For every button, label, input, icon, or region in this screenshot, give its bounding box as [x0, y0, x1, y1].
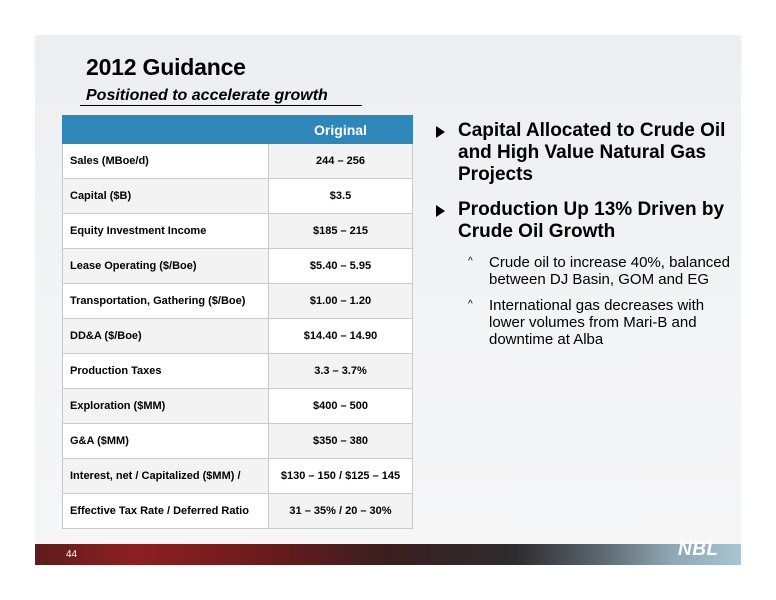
table-row: Lease Operating ($/Boe) $5.40 – 5.95	[62, 248, 413, 284]
table-row: DD&A ($/Boe) $14.40 – 14.90	[62, 318, 413, 354]
row-label: Capital ($B)	[62, 178, 269, 214]
row-value: $5.40 – 5.95	[268, 248, 413, 284]
table-row: G&A ($MM) $350 – 380	[62, 423, 413, 459]
sub-bullet-list: ^ Crude oil to increase 40%, balanced be…	[434, 254, 734, 348]
guidance-table: Original Sales (MBoe/d) 244 – 256 Capital…	[62, 115, 413, 529]
row-value: $350 – 380	[268, 423, 413, 459]
table-row: Effective Tax Rate / Deferred Ratio 31 – …	[62, 493, 413, 529]
table-row: Equity Investment Income $185 – 215	[62, 213, 413, 249]
table-row: Capital ($B) $3.5	[62, 178, 413, 214]
footer-bar	[35, 544, 741, 565]
table-header-original: Original	[268, 115, 413, 144]
subtitle-underline	[80, 105, 362, 106]
table-row: Exploration ($MM) $400 – 500	[62, 388, 413, 424]
triangle-right-icon	[436, 205, 445, 217]
row-value: $3.5	[268, 178, 413, 214]
row-label: Interest, net / Capitalized ($MM) /	[62, 458, 269, 494]
row-value: 31 – 35% / 20 – 30%	[268, 493, 413, 529]
table-row: Sales (MBoe/d) 244 – 256	[62, 143, 413, 179]
bullet-production: Production Up 13% Driven by Crude Oil Gr…	[434, 199, 734, 243]
row-label: Production Taxes	[62, 353, 269, 389]
slide-title: 2012 Guidance	[86, 54, 246, 80]
row-label: Equity Investment Income	[62, 213, 269, 249]
row-label: Exploration ($MM)	[62, 388, 269, 424]
row-value: $400 – 500	[268, 388, 413, 424]
row-value: $14.40 – 14.90	[268, 318, 413, 354]
table-header-row: Original	[62, 115, 413, 144]
caret-up-icon: ^	[468, 256, 473, 267]
row-label: Lease Operating ($/Boe)	[62, 248, 269, 284]
table-header-blank	[62, 115, 269, 144]
sub-bullet-international-gas: ^ International gas decreases with lower…	[434, 297, 734, 348]
row-label: Transportation, Gathering ($/Boe)	[62, 283, 269, 319]
bullet-list: Capital Allocated to Crude Oil and High …	[434, 120, 734, 357]
row-value: 3.3 – 3.7%	[268, 353, 413, 389]
table-row: Transportation, Gathering ($/Boe) $1.00 –…	[62, 283, 413, 319]
slide-subtitle: Positioned to accelerate growth	[86, 87, 328, 104]
bullet-text: Capital Allocated to Crude Oil and High …	[458, 120, 726, 185]
sub-bullet-crude-oil: ^ Crude oil to increase 40%, balanced be…	[434, 254, 734, 288]
bullet-capital: Capital Allocated to Crude Oil and High …	[434, 120, 734, 186]
sub-bullet-text: Crude oil to increase 40%, balanced betw…	[489, 254, 730, 288]
triangle-right-icon	[436, 126, 445, 138]
row-value: $1.00 – 1.20	[268, 283, 413, 319]
page-number: 44	[66, 549, 78, 560]
row-value: $130 – 150 / $125 – 145	[268, 458, 413, 494]
table-row: Interest, net / Capitalized ($MM) / $130 …	[62, 458, 413, 494]
bullet-text: Production Up 13% Driven by Crude Oil Gr…	[458, 199, 725, 242]
row-label: DD&A ($/Boe)	[62, 318, 269, 354]
caret-up-icon: ^	[468, 299, 473, 310]
row-value: 244 – 256	[268, 143, 413, 179]
sub-bullet-text: International gas decreases with lower v…	[489, 297, 705, 348]
company-logo: NBL	[678, 539, 719, 560]
table-row: Production Taxes 3.3 – 3.7%	[62, 353, 413, 389]
row-label: G&A ($MM)	[62, 423, 269, 459]
row-label: Effective Tax Rate / Deferred Ratio	[62, 493, 269, 529]
row-label: Sales (MBoe/d)	[62, 143, 269, 179]
row-value: $185 – 215	[268, 213, 413, 249]
